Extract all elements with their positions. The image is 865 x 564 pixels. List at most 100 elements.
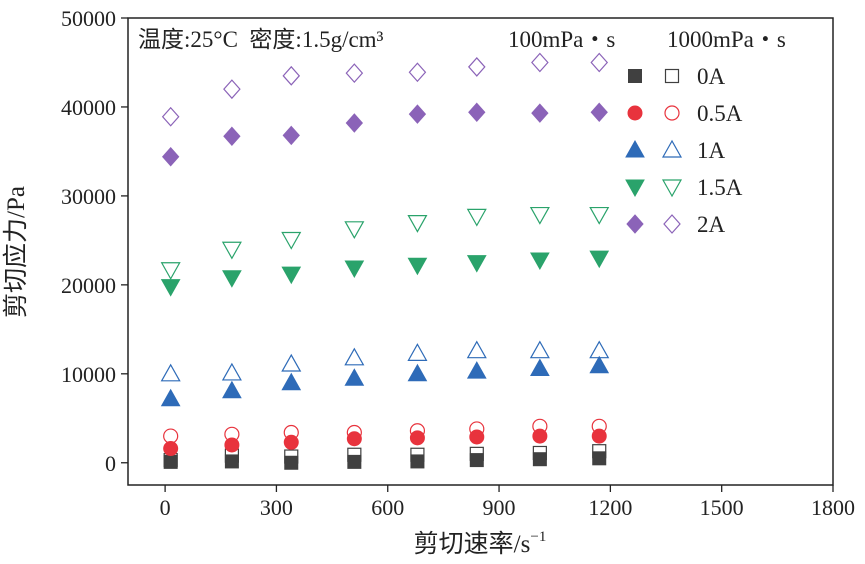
- point-1A-1000mpas: [160, 363, 181, 382]
- point-2A-100mpas: [408, 104, 427, 124]
- point-2A-100mpas: [590, 102, 608, 123]
- point-1A-1000mpas: [407, 343, 428, 361]
- point-1A-1000mpas: [281, 353, 302, 372]
- y-tick-label: 0: [105, 451, 116, 476]
- legend-marker-hollow: [661, 179, 683, 198]
- legend-label: 1A: [697, 138, 726, 163]
- point-2A-1000mpas: [590, 52, 609, 73]
- point-1.5A-1000mpas: [589, 206, 610, 225]
- point-2A-100mpas: [531, 103, 549, 123]
- point-2A-1000mpas: [282, 65, 301, 86]
- point-0.5A-1000mpas: [224, 426, 240, 442]
- x-tick-label: 1500: [700, 495, 744, 520]
- point-1.5A-100mpas: [530, 252, 550, 270]
- point-2A-1000mpas: [223, 79, 241, 100]
- plot-frame: [127, 17, 834, 486]
- point-1A-1000mpas: [466, 340, 487, 359]
- plot-area: [127, 17, 834, 486]
- point-1A-100mpas: [466, 361, 487, 379]
- point-2A-100mpas: [345, 113, 364, 133]
- y-tick-label: 30000: [61, 184, 116, 209]
- point-0A-1000mpas: [410, 447, 425, 462]
- point-0.5A-100mpas: [163, 441, 179, 457]
- point-0.5A-100mpas: [224, 437, 240, 453]
- point-2A-1000mpas: [408, 62, 427, 83]
- point-1.5A-1000mpas: [529, 206, 550, 225]
- point-1.5A-1000mpas: [466, 208, 487, 227]
- point-0A-100mpas: [592, 451, 607, 466]
- legend-marker-filled: [625, 179, 645, 198]
- point-1.5A-100mpas: [589, 250, 610, 269]
- point-1A-100mpas: [281, 372, 302, 391]
- point-0.5A-1000mpas: [591, 418, 607, 434]
- point-0.5A-1000mpas: [469, 421, 485, 437]
- point-2A-1000mpas: [161, 106, 180, 127]
- point-2A-1000mpas: [467, 57, 486, 77]
- point-1A-100mpas: [589, 355, 610, 374]
- point-0.5A-100mpas: [469, 429, 485, 445]
- point-2A-100mpas: [162, 147, 180, 167]
- legend-marker-filled: [627, 105, 643, 121]
- point-1A-100mpas: [160, 388, 181, 407]
- point-1.5A-1000mpas: [160, 262, 181, 280]
- point-1.5A-100mpas: [466, 255, 487, 273]
- x-axis-label-main: 剪切速率/s: [414, 530, 531, 558]
- point-0A-100mpas: [347, 454, 362, 469]
- point-1A-100mpas: [530, 358, 550, 376]
- point-0A-1000mpas: [592, 444, 607, 459]
- legend-label: 0A: [697, 64, 726, 89]
- point-1.5A-100mpas: [222, 270, 242, 288]
- condition-label: 温度:25°C 密度:1.5g/cm³: [138, 27, 384, 52]
- data-points: [160, 52, 610, 470]
- point-1.5A-100mpas: [281, 266, 302, 285]
- point-1A-1000mpas: [589, 340, 610, 359]
- legend-marker-filled: [626, 214, 644, 234]
- x-tick-label: 300: [260, 495, 293, 520]
- point-0A-1000mpas: [532, 445, 547, 461]
- y-tick-label: 10000: [61, 362, 116, 387]
- point-1A-1000mpas: [529, 340, 550, 359]
- point-1.5A-1000mpas: [221, 241, 242, 260]
- point-2A-100mpas: [282, 125, 300, 146]
- point-0.5A-1000mpas: [163, 428, 179, 444]
- y-tick-label: 50000: [61, 6, 116, 31]
- point-0.5A-1000mpas: [409, 423, 426, 439]
- legend-marker-filled: [628, 69, 642, 83]
- x-axis: 0 300 600 900 1200 1500 1800: [160, 485, 855, 520]
- point-1.5A-1000mpas: [281, 231, 302, 250]
- point-2A-1000mpas: [531, 52, 549, 73]
- x-axis-label-exponent: −1: [530, 529, 546, 545]
- point-0A-1000mpas: [284, 449, 299, 464]
- point-0.5A-1000mpas: [346, 424, 362, 441]
- point-0A-1000mpas: [347, 447, 362, 462]
- legend-marker-hollow: [664, 105, 680, 121]
- legend-label: 1.5A: [697, 175, 743, 200]
- point-0.5A-1000mpas: [532, 418, 548, 434]
- y-tick-label: 40000: [61, 95, 116, 120]
- point-2A-100mpas: [468, 102, 486, 123]
- x-tick-label: 900: [483, 495, 516, 520]
- point-2A-1000mpas: [345, 63, 364, 84]
- y-tick-label: 20000: [61, 273, 116, 298]
- legend-label: 0.5A: [697, 101, 743, 126]
- legend-marker-hollow: [664, 68, 680, 84]
- point-1.5A-1000mpas: [407, 214, 428, 233]
- point-1A-1000mpas: [221, 362, 242, 381]
- point-2A-100mpas: [223, 126, 241, 147]
- y-axis: 0 10000 20000 30000 40000 50000: [61, 6, 128, 476]
- legend-header-filled: 100mPa・s: [508, 27, 615, 52]
- point-1.5A-100mpas: [344, 260, 365, 278]
- legend-marker-hollow: [663, 214, 681, 234]
- point-1A-100mpas: [407, 363, 428, 382]
- point-1.5A-100mpas: [407, 257, 428, 276]
- x-tick-label: 600: [371, 495, 404, 520]
- legend-label: 2A: [697, 212, 726, 237]
- point-1A-100mpas: [222, 380, 242, 399]
- x-tick-label: 0: [160, 495, 171, 520]
- point-1.5A-1000mpas: [344, 221, 365, 240]
- point-0A-1000mpas: [469, 446, 484, 461]
- legend-marker-filled: [625, 139, 645, 158]
- legend: 0A 0.5A 1A 1.5A 2A: [625, 64, 743, 237]
- point-0A-100mpas: [224, 454, 239, 469]
